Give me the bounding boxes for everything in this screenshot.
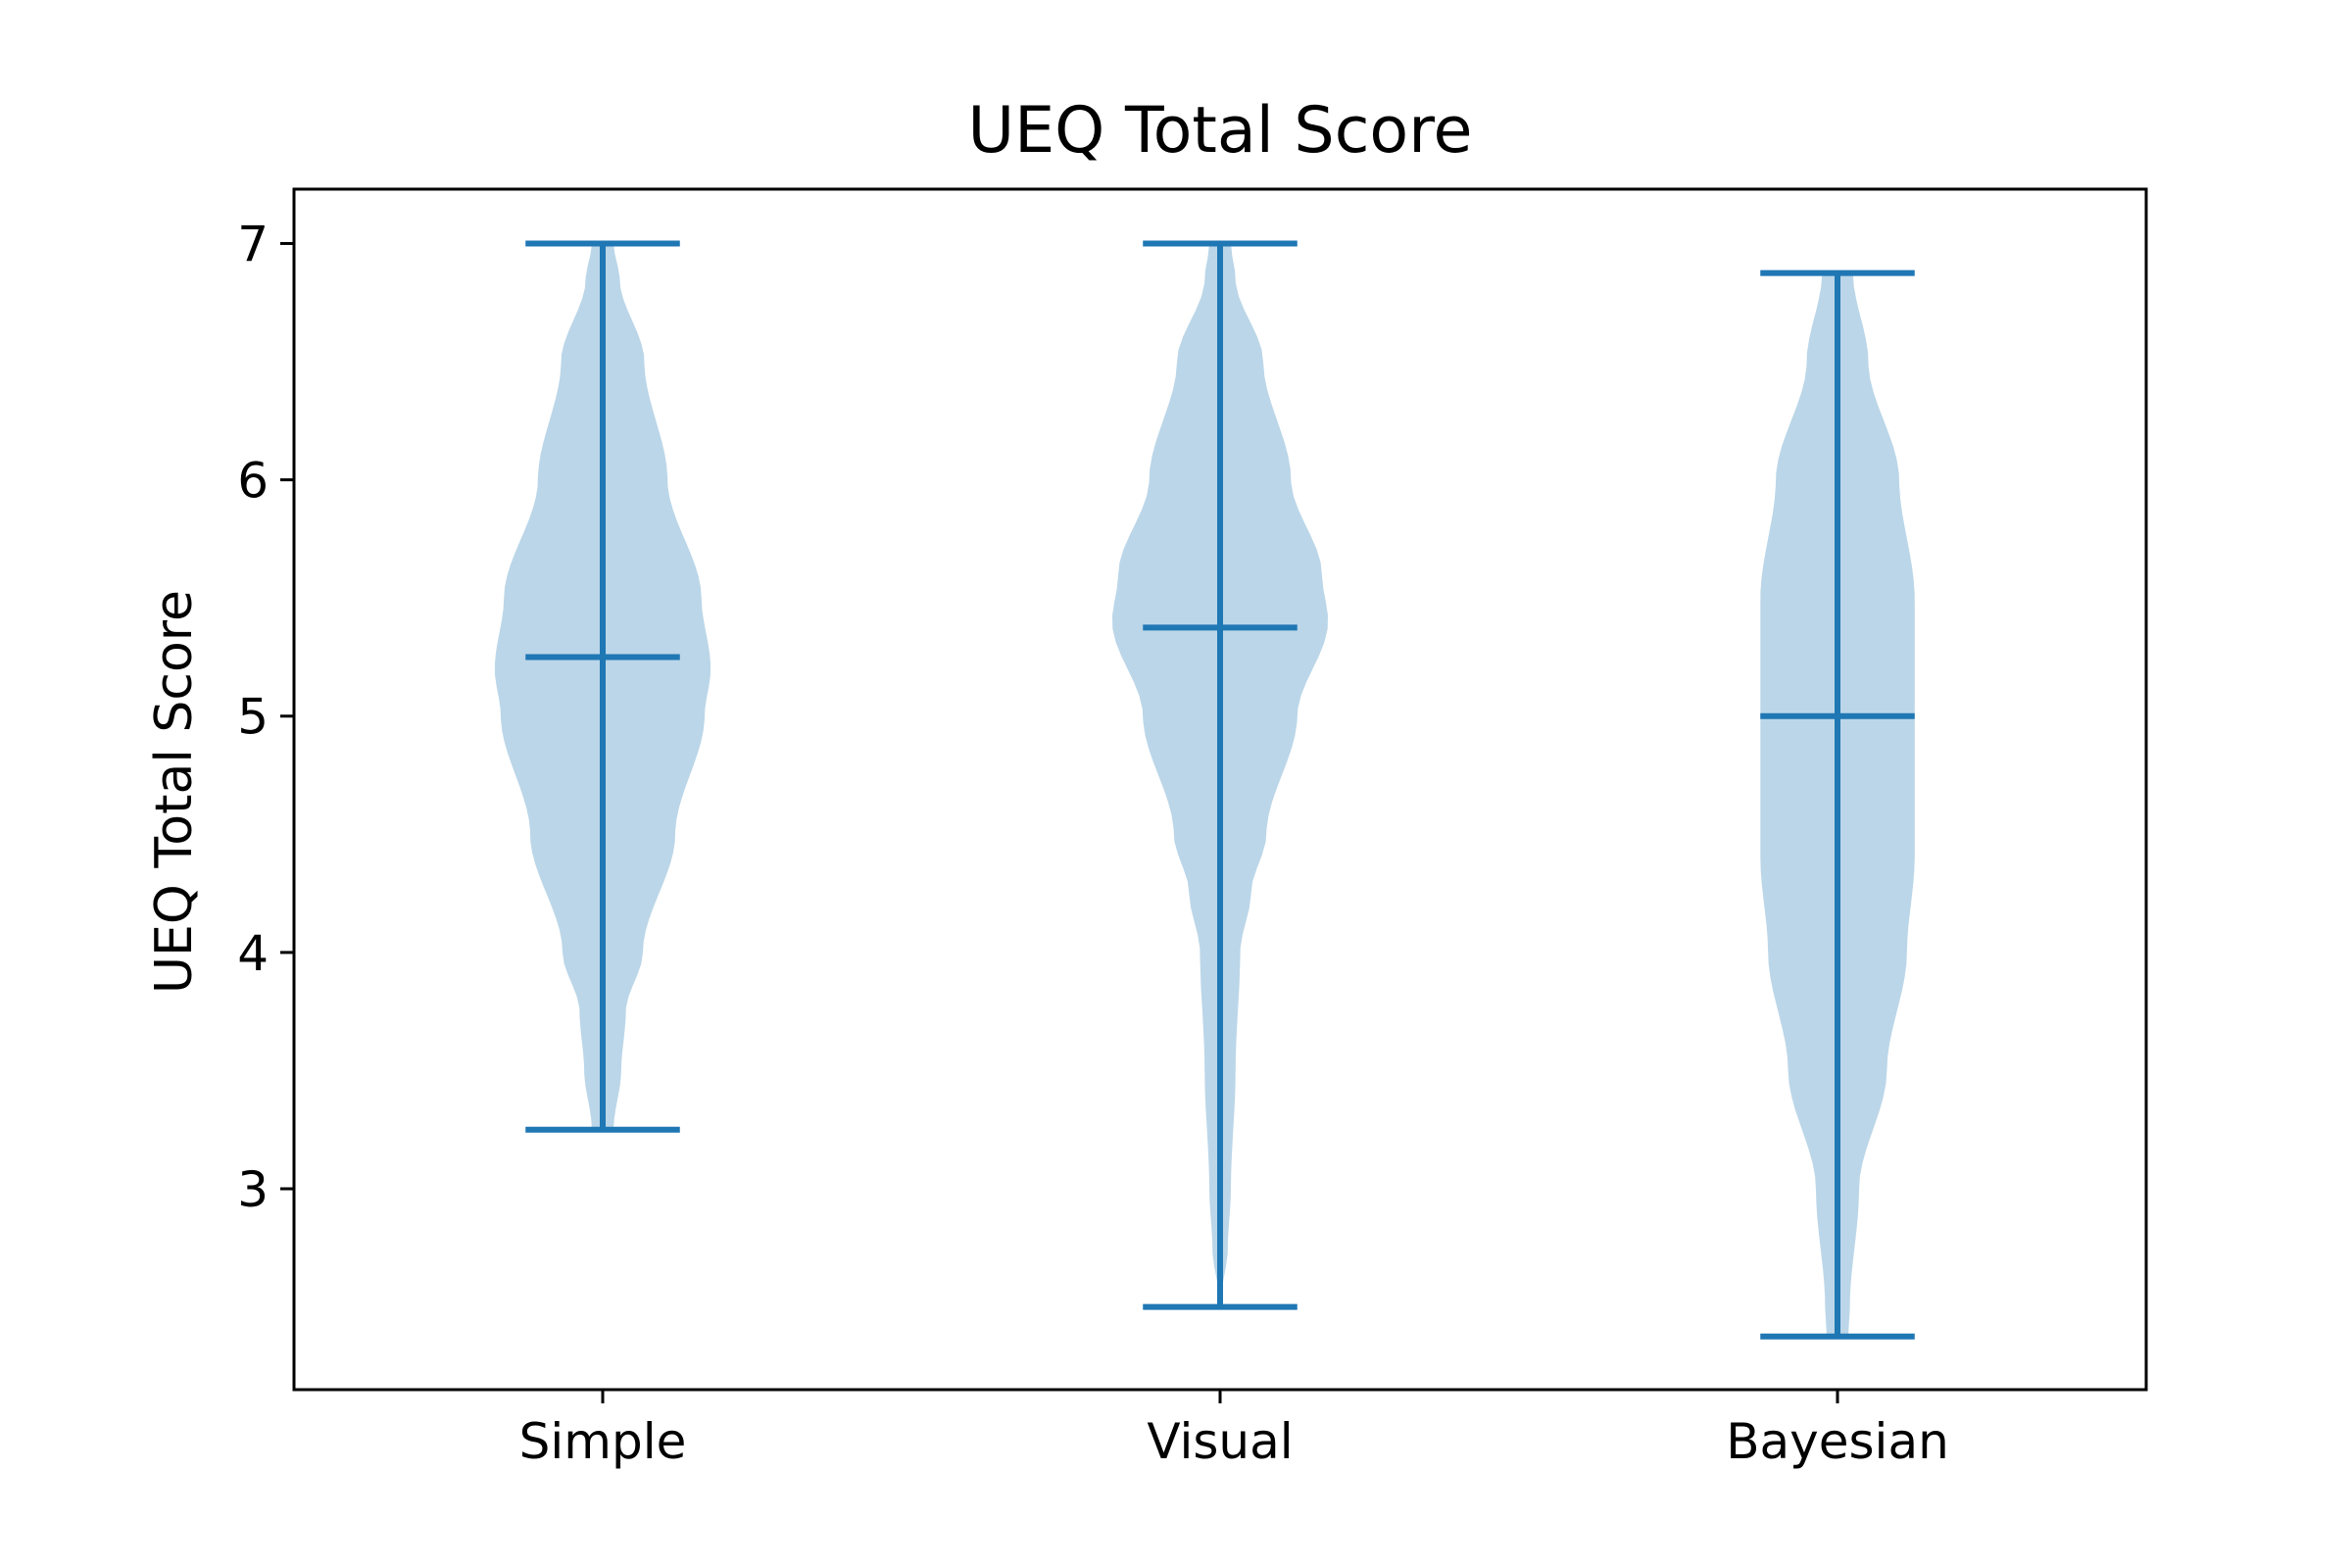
y-tick-label: 4 [237,925,269,982]
chart-title: UEQ Total Score [968,94,1473,168]
violins-layer [495,243,1915,1336]
y-tick-label: 3 [237,1161,269,1218]
y-tick-label: 6 [237,453,269,510]
violin-visual [1112,243,1328,1306]
violin-bayesian [1760,273,1915,1337]
x-axis: Simple Visual Bayesian [519,1390,1949,1470]
y-tick-label: 5 [237,689,269,746]
y-axis: 3 4 5 6 7 [237,216,294,1218]
y-axis-label: UEQ Total Score [145,590,204,994]
y-tick-label: 7 [237,216,269,272]
violin-simple [495,243,710,1129]
x-tick-label: Bayesian [1726,1413,1949,1470]
x-tick-label: Simple [519,1413,687,1470]
x-tick-label: Visual [1147,1413,1293,1470]
